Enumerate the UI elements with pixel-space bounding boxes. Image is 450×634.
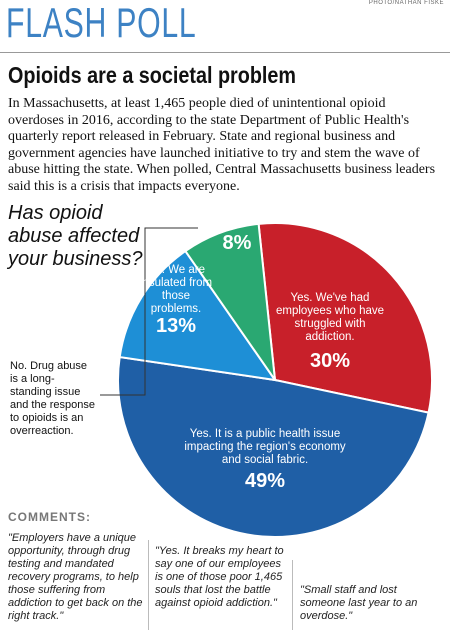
leader-line [100, 227, 198, 396]
slice-label: No. Drug abuse is a long-standing issue … [10, 360, 96, 437]
comment: "Employers have a unique opportunity, th… [8, 532, 143, 622]
value-label: 13% [155, 315, 197, 337]
value-label: 30% [309, 350, 351, 372]
pie-slice [117, 355, 430, 538]
slice-label: Yes. We've had employees who have strugg… [275, 292, 385, 343]
intro-text: In Massachusetts, at least 1,465 people … [8, 96, 436, 194]
comment: "Yes. It breaks my heart to say one of o… [155, 545, 284, 609]
chart-title: Has opioid abuse affected your business? [8, 202, 143, 270]
comments-heading: COMMENTS: [8, 510, 91, 524]
separator [292, 560, 293, 630]
slice-label: Yes. It is a public health issue impacti… [184, 428, 346, 466]
comment: "Small staff and lost someone last year … [300, 584, 418, 622]
value-label: 49% [244, 470, 286, 492]
pie-slice [118, 249, 278, 382]
pie-slice [257, 222, 433, 414]
photo-credit: PHOTO/NATHAN FISKE [368, 0, 444, 6]
section-title: FLASH POLL [6, 0, 197, 46]
slice-label: No. We are insulated from those problems… [139, 264, 213, 315]
divider [0, 52, 450, 53]
value-label: 8% [222, 232, 252, 254]
headline: Opioids are a societal problem [8, 62, 297, 88]
separator [148, 540, 149, 630]
pie-slice [184, 222, 276, 381]
